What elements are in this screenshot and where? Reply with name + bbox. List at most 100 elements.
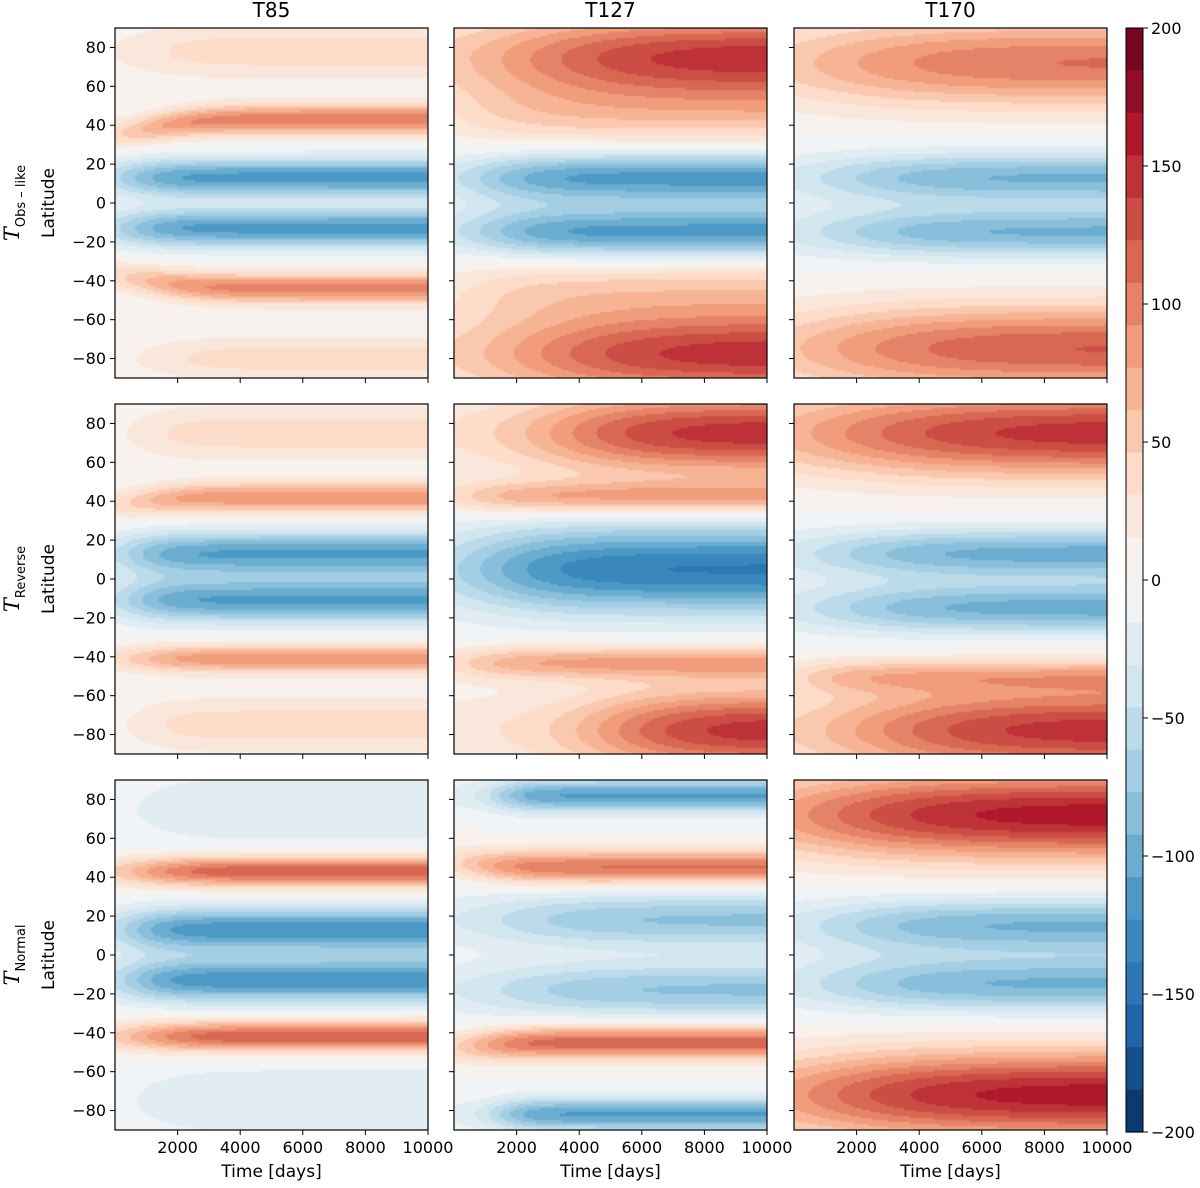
colorbar-segment xyxy=(1126,70,1143,114)
colorbar-segment xyxy=(1126,28,1143,72)
colorbar-segment xyxy=(1126,792,1143,836)
x-tick-label: 4000 xyxy=(559,1138,600,1157)
heatmap-image xyxy=(454,28,767,378)
x-tick-label: 8000 xyxy=(1024,1138,1065,1157)
colorbar-segment xyxy=(1126,664,1143,708)
y-tick-label: −60 xyxy=(72,310,106,329)
y-tick-label: −20 xyxy=(72,608,106,627)
colorbar-tick-label: −100 xyxy=(1151,847,1195,866)
x-tick-label: 6000 xyxy=(961,1138,1002,1157)
heatmap-image xyxy=(794,28,1107,378)
x-tick-label: 4000 xyxy=(899,1138,940,1157)
colorbar-tick-label: 50 xyxy=(1151,433,1171,452)
x-tick-label: 6000 xyxy=(621,1138,662,1157)
y-tick-label: −20 xyxy=(72,984,106,1003)
panel-r2-c2: 2000 4000 6000 8000 10000 Time [days] xyxy=(789,779,1132,1182)
y-tick-label: 20 xyxy=(86,907,106,926)
colorbar-segment xyxy=(1126,1004,1143,1048)
panels-layer: 80 60 40 20 0 −20 −40 −60 −80 Latitude TObs – like… xyxy=(0,0,1132,1182)
y-tick-label: 80 xyxy=(86,414,106,433)
colorbar-segment xyxy=(1126,834,1143,878)
colorbar-segment xyxy=(1126,919,1143,963)
y-axis-label: Latitude xyxy=(39,168,59,238)
colorbar-segment xyxy=(1126,1089,1143,1133)
x-tick-label: 10000 xyxy=(742,1138,793,1157)
colorbar-segment xyxy=(1126,622,1143,666)
x-tick-label: 2000 xyxy=(157,1138,198,1157)
x-axis-label: Time [days] xyxy=(899,1162,1000,1182)
y-tick-label: 80 xyxy=(86,38,106,57)
x-tick-label: 2000 xyxy=(836,1138,877,1157)
y-tick-label: −80 xyxy=(72,349,106,368)
colorbar-tick-label: 100 xyxy=(1151,295,1182,314)
panel-r1-c0: 80 60 40 20 0 −20 −40 −60 −80 Latitude TReverse xyxy=(0,403,429,759)
colorbar-segment xyxy=(1126,580,1143,624)
heatmap-image xyxy=(454,404,767,754)
y-tick-label: 0 xyxy=(96,946,106,965)
heatmap-image xyxy=(794,404,1107,754)
x-axis-label: Time [days] xyxy=(220,1162,321,1182)
y-tick-label: −20 xyxy=(72,232,106,251)
colorbar-segment xyxy=(1126,282,1143,326)
y-tick-label: −40 xyxy=(72,1023,106,1042)
panel-r2-c1: 2000 4000 6000 8000 10000 Time [days] xyxy=(449,779,793,1182)
y-tick-label: 20 xyxy=(86,155,106,174)
y-axis-label: Latitude xyxy=(39,544,59,614)
panel-r0-c0: 80 60 40 20 0 −20 −40 −60 −80 Latitude TObs – like… xyxy=(0,0,429,383)
heatmap-image xyxy=(794,780,1107,1130)
colorbar-tick-label: 150 xyxy=(1151,157,1182,176)
colorbar-segment xyxy=(1126,410,1143,454)
x-tick-label: 8000 xyxy=(684,1138,725,1157)
row-label: TNormal xyxy=(0,924,29,985)
colorbar-tick-label: −150 xyxy=(1151,985,1195,1004)
colorbar-tick-label: −200 xyxy=(1151,1123,1195,1142)
row-label: TReverse xyxy=(0,546,29,612)
colorbar-segment xyxy=(1126,495,1143,539)
colorbar-segment xyxy=(1126,707,1143,751)
y-tick-label: 60 xyxy=(86,77,106,96)
y-tick-label: −40 xyxy=(72,271,106,290)
x-tick-label: 4000 xyxy=(220,1138,261,1157)
panel-r1-c1 xyxy=(449,403,768,759)
x-tick-label: 6000 xyxy=(282,1138,323,1157)
row-label: TObs – like xyxy=(0,165,29,241)
heatmap-image xyxy=(115,780,428,1130)
x-tick-label: 2000 xyxy=(496,1138,537,1157)
y-tick-label: −40 xyxy=(72,647,106,666)
y-tick-label: 0 xyxy=(96,570,106,589)
x-tick-label: 10000 xyxy=(403,1138,454,1157)
y-tick-label: 60 xyxy=(86,829,106,848)
y-tick-label: 40 xyxy=(86,492,106,511)
heatmap-image xyxy=(115,404,428,754)
y-tick-label: 80 xyxy=(86,790,106,809)
column-title: T127 xyxy=(584,0,635,22)
y-tick-label: −80 xyxy=(72,1101,106,1120)
colorbar-segment xyxy=(1126,325,1143,369)
panel-r1-c2 xyxy=(789,403,1108,759)
y-tick-label: −80 xyxy=(72,725,106,744)
y-tick-label: −60 xyxy=(72,1062,106,1081)
colorbar-segment xyxy=(1126,452,1143,496)
y-tick-label: 0 xyxy=(96,194,106,213)
y-tick-label: 40 xyxy=(86,868,106,887)
colorbar-tick-label: 0 xyxy=(1151,571,1161,590)
colorbar-segment xyxy=(1126,240,1143,284)
colorbar-segment xyxy=(1126,112,1143,156)
colorbar-tick-label: −50 xyxy=(1151,709,1185,728)
column-title: T85 xyxy=(252,0,291,22)
colorbar-tick-label: 200 xyxy=(1151,19,1182,38)
heatmap-image xyxy=(454,780,767,1130)
colorbar-segment xyxy=(1126,155,1143,199)
colorbar-segment xyxy=(1126,197,1143,241)
y-axis-label: Latitude xyxy=(39,920,59,990)
panel-r0-c2: T170 xyxy=(789,0,1108,383)
colorbar-segment xyxy=(1126,367,1143,411)
colorbar-segment xyxy=(1126,962,1143,1006)
colorbar-segment xyxy=(1126,537,1143,581)
x-tick-label: 8000 xyxy=(345,1138,386,1157)
y-tick-label: 20 xyxy=(86,531,106,550)
colorbar: 200 150 100 50 0 −50 −100 −150 −200 xyxy=(1125,19,1195,1142)
y-tick-label: 60 xyxy=(86,453,106,472)
y-tick-label: −60 xyxy=(72,686,106,705)
panel-r2-c0: 80 60 40 20 0 −20 −40 −60 −80 2000 4000 6000 8000 100… xyxy=(0,779,454,1182)
